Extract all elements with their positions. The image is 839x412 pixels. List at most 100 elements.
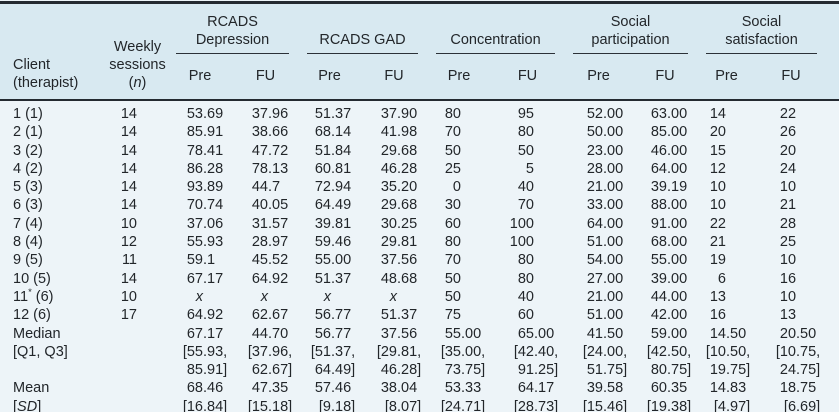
table-cell: [35.00, 73.75] [440,343,486,379]
table-cell: 40 [517,179,534,196]
table-cell: 95 [517,106,534,122]
table-cell: [42.40, 91.25] [513,343,559,379]
table-cell: 24 [779,160,797,177]
table-cell: 67.17 [186,270,224,287]
col-header-rcads-depression-pre: Pre [188,68,212,84]
table-row: 12 (6) 17 64.92 62.67 56.77 51.37 75 60 51.00 42.… [0,306,839,324]
table-cell: 29.68 [380,142,418,159]
table-cell: 16 [709,307,726,324]
table-cell: 0 [452,179,461,196]
table-cell: 18.75 [779,380,817,397]
group-underline [307,53,418,54]
table-cell: 50 [517,142,534,159]
table-cell: 100 [509,215,534,232]
table-cell: 21.00 [586,179,624,196]
row-label-cell: 9 (5) [13,252,43,269]
table-cell: 91.00 [650,215,688,232]
spacer [826,270,839,288]
table-cell: 14 [120,270,137,287]
spacer [826,398,839,412]
row-label-cell: Median [13,325,61,342]
table-cell [108,343,167,380]
table-cell: 23.00 [586,142,624,159]
table-cell: 14 [120,106,137,122]
table-cell: 80 [444,234,461,251]
table-cell: 13 [779,307,797,324]
table-cell: 37.56 [380,325,418,342]
spacer [826,343,839,380]
spacer [826,233,839,251]
row-label-cell: 2 (1) [13,124,43,141]
table-cell: 39.19 [650,179,688,196]
spacer [826,288,839,306]
table-row: 4 (2) 14 86.28 78.13 60.81 46.28 25 5 28.00 64.00… [0,160,839,178]
table-cell: 21 [709,234,726,251]
spacer [826,215,839,233]
spacer [826,325,839,343]
spacer [826,178,839,196]
table-cell: 37.56 [380,252,418,269]
table-cell: 80 [517,270,534,287]
row-label-cell: 1 (1) [13,106,43,122]
spacer [826,379,839,397]
table-cell: 75 [444,307,461,324]
row-label-cell: Mean [13,380,50,397]
col-header-concentration-fu: FU [517,68,538,84]
table-cell: 85.91 [186,124,224,141]
table-cell: 50 [444,270,461,287]
spacer [826,3,839,101]
table-cell: 52.00 [586,106,624,122]
group-underline [436,53,555,54]
table-cell: 46.28 [380,160,418,177]
table-cell: 68.00 [650,234,688,251]
table-cell: 42.00 [650,307,688,324]
table-cell: 26 [779,124,797,141]
table-cell: 78.13 [251,160,289,177]
table-cell: 70 [444,124,461,141]
table-cell: 59.1 [186,252,216,269]
spacer [826,306,839,324]
table-cell: 53.33 [444,380,482,397]
col-header-weekly-sessions: Weekly sessions (n) [109,39,166,91]
table-cell: 37.96 [251,106,289,122]
table-cell: [24.71] [440,398,486,412]
col-header-concentration-pre: Pre [447,68,471,84]
table-cell: 38.66 [251,124,289,141]
table-cell: 14 [120,179,137,196]
table-cell: 55.00 [444,325,482,342]
spacer [826,123,839,141]
table-cell: 85.00 [650,124,688,141]
col-group-rcads-gad: RCADS GAD [298,3,427,54]
table-row: 11* (6) 10 x x x x 50 40 21.00 44.00 13 10 [0,288,839,306]
table-cell: 14 [120,124,137,141]
table-cell: 80 [517,124,534,141]
col-header-social-satisfaction-pre: Pre [715,68,738,84]
table-cell: [16.84] [182,398,228,412]
spacer [826,251,839,269]
table-cell: 56.77 [314,325,352,342]
table-cell: 51.00 [586,307,624,324]
table-cell: 64.92 [251,270,289,287]
table-cell: 14 [709,106,726,122]
table-cell: 72.94 [314,179,352,196]
table-cell: 5 [525,160,534,177]
table-cell: 44.7 [251,179,281,196]
table-cell: 60 [444,215,461,232]
table-cell: [29.81, 46.28] [376,343,422,379]
table-cell: [19.38] [646,398,692,412]
table-cell: 47.72 [251,142,289,159]
col-group-rcads-depression: RCADS Depression [167,3,298,54]
col-header-social-participation-fu: FU [655,68,675,84]
table-cell: 51.00 [586,234,624,251]
table-cell: 10 [779,288,797,305]
table-cell: 44.00 [650,288,688,305]
table-cell: 55.00 [314,252,352,269]
table-cell: 47.35 [251,380,289,397]
table-cell: 78.41 [186,142,224,159]
group-underline [573,53,688,54]
table-cell: 14.50 [709,325,747,342]
table-cell: 10 [709,197,726,214]
table-cell: 21 [779,197,797,214]
table-cell: 11 [121,252,137,269]
table-cell: [15.18] [247,398,293,412]
